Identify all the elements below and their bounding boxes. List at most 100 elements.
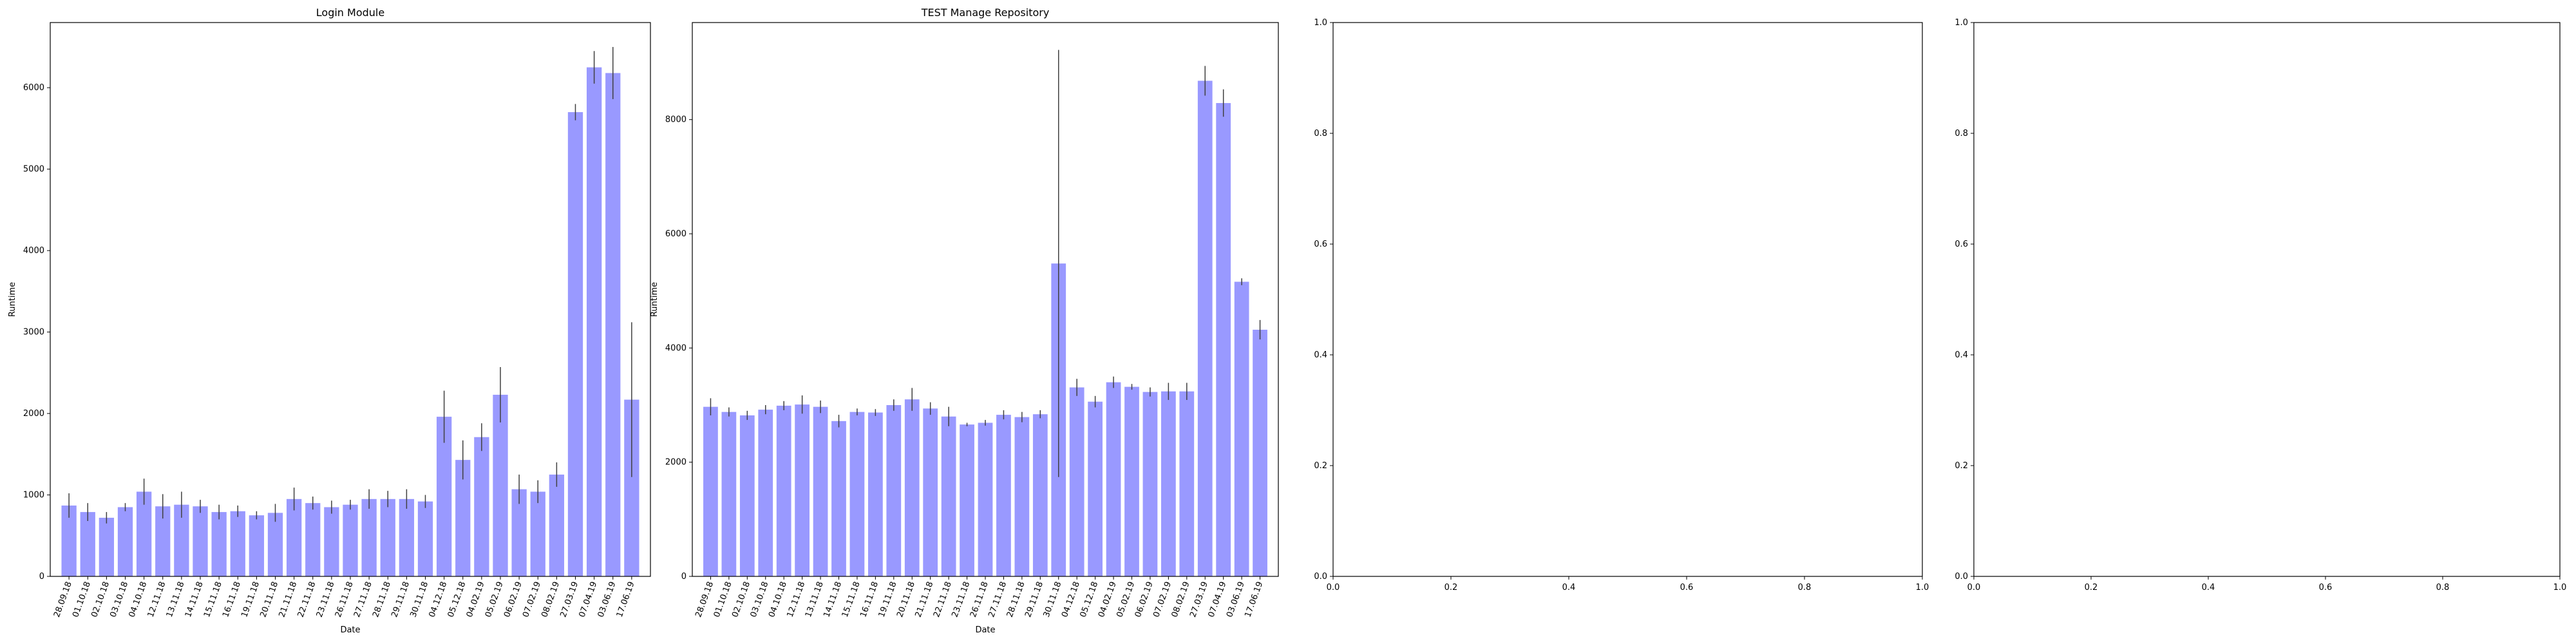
bar bbox=[721, 412, 737, 576]
bar bbox=[286, 498, 302, 576]
y-tick-label: 0.6 bbox=[1314, 240, 1327, 249]
x-tick-label: 04.12.18 bbox=[427, 580, 449, 619]
bar bbox=[1179, 391, 1195, 576]
bar bbox=[530, 491, 545, 576]
bar bbox=[831, 421, 846, 576]
axes-frame bbox=[692, 22, 1279, 577]
bar bbox=[193, 506, 208, 576]
y-tick-label: 0.4 bbox=[1314, 350, 1327, 360]
bar bbox=[117, 507, 133, 576]
bar bbox=[324, 507, 339, 576]
bar bbox=[1216, 103, 1231, 576]
y-tick-label: 0 bbox=[681, 572, 687, 582]
y-tick-label: 6000 bbox=[665, 229, 687, 239]
chart-title: TEST Manage Repository bbox=[921, 6, 1050, 19]
bar bbox=[758, 410, 773, 576]
x-tick-label: 03.06.19 bbox=[596, 580, 618, 619]
x-tick-label: 22.11.18 bbox=[296, 580, 318, 619]
axes-frame bbox=[50, 22, 651, 577]
x-tick-label: 14.11.18 bbox=[184, 580, 205, 619]
x-tick-label: 0.6 bbox=[2319, 583, 2333, 592]
bar bbox=[586, 67, 602, 576]
x-axis-label: Date bbox=[340, 625, 360, 635]
x-tick-label: 04.10.18 bbox=[127, 580, 149, 619]
x-tick-label: 12.11.18 bbox=[146, 580, 168, 619]
y-tick-label: 2000 bbox=[23, 409, 44, 419]
x-tick-label: 08.02.19 bbox=[540, 580, 562, 619]
x-tick-label: 05.12.18 bbox=[446, 580, 468, 619]
x-axis-label: Date bbox=[975, 625, 995, 635]
x-tick-label: 26.11.18 bbox=[334, 580, 355, 619]
x-tick-label: 21.11.18 bbox=[277, 580, 299, 619]
y-tick-label: 0 bbox=[39, 572, 44, 582]
x-tick-label: 30.11.18 bbox=[408, 580, 430, 619]
x-tick-label: 0.2 bbox=[2085, 583, 2098, 592]
chart-title: Login Module bbox=[316, 6, 384, 19]
bar bbox=[813, 406, 828, 576]
x-tick-label: 29.11.18 bbox=[390, 580, 412, 619]
bar bbox=[174, 504, 189, 576]
x-tick-label: 0.8 bbox=[1798, 583, 1812, 592]
bar bbox=[776, 405, 791, 576]
bar bbox=[904, 399, 920, 576]
x-tick-label: 28.11.18 bbox=[371, 580, 393, 619]
x-tick-label: 27.11.18 bbox=[352, 580, 374, 619]
bar bbox=[978, 422, 993, 576]
bar bbox=[1142, 392, 1158, 576]
bar bbox=[211, 512, 227, 576]
bar bbox=[1197, 80, 1213, 577]
bar bbox=[1014, 417, 1030, 576]
y-tick-label: 6000 bbox=[23, 83, 44, 93]
bar bbox=[739, 415, 755, 576]
x-tick-label: 0.0 bbox=[1327, 583, 1340, 592]
bar bbox=[1088, 401, 1103, 576]
x-tick-label: 16.11.18 bbox=[221, 580, 243, 619]
bar bbox=[1069, 387, 1084, 576]
x-tick-label: 13.11.18 bbox=[165, 580, 187, 619]
bar bbox=[849, 412, 865, 576]
bar bbox=[230, 511, 245, 576]
bar bbox=[305, 503, 321, 576]
y-tick-label: 3000 bbox=[23, 328, 44, 337]
x-tick-label: 04.02.19 bbox=[465, 580, 487, 619]
y-tick-label: 0.0 bbox=[1955, 572, 1968, 582]
x-tick-label: 20.11.18 bbox=[258, 580, 280, 619]
x-tick-label: 0.2 bbox=[1444, 583, 1458, 592]
x-tick-label: 02.10.18 bbox=[90, 580, 111, 619]
bar bbox=[1124, 386, 1139, 576]
bar bbox=[886, 405, 902, 576]
bar bbox=[80, 512, 95, 576]
bar bbox=[511, 489, 527, 576]
bar bbox=[996, 415, 1011, 576]
bar bbox=[417, 501, 433, 576]
x-tick-label: 1.0 bbox=[1916, 583, 1929, 592]
bar bbox=[1234, 281, 1249, 576]
y-tick-label: 4000 bbox=[665, 343, 687, 353]
y-tick-label: 4000 bbox=[23, 246, 44, 256]
bar bbox=[1253, 329, 1267, 576]
bar bbox=[493, 394, 508, 576]
bar bbox=[567, 112, 583, 576]
y-tick-label: 2000 bbox=[665, 458, 687, 468]
x-tick-label: 0.4 bbox=[1562, 583, 1576, 592]
bar bbox=[436, 417, 452, 576]
x-tick-label: 05.02.19 bbox=[484, 580, 506, 619]
bar bbox=[267, 513, 283, 576]
y-axis-label: Runtime bbox=[8, 282, 17, 317]
bar bbox=[941, 416, 956, 576]
x-tick-label: 17.06.19 bbox=[615, 580, 637, 619]
x-tick-label: 28.09.18 bbox=[52, 580, 74, 619]
axes-frame bbox=[1973, 22, 2561, 577]
bar bbox=[99, 517, 115, 576]
x-tick-label: 27.03.19 bbox=[558, 580, 580, 619]
y-tick-label: 0.8 bbox=[1314, 129, 1327, 138]
x-tick-label: 0.0 bbox=[1967, 583, 1981, 592]
x-tick-label: 0.4 bbox=[2202, 583, 2215, 592]
bar bbox=[380, 498, 395, 576]
bar bbox=[155, 506, 171, 576]
x-tick-label: 23.11.18 bbox=[315, 580, 337, 619]
axes-frame bbox=[1332, 22, 1923, 577]
y-tick-label: 0.6 bbox=[1955, 240, 1968, 249]
y-axis-label: Runtime bbox=[650, 282, 659, 317]
